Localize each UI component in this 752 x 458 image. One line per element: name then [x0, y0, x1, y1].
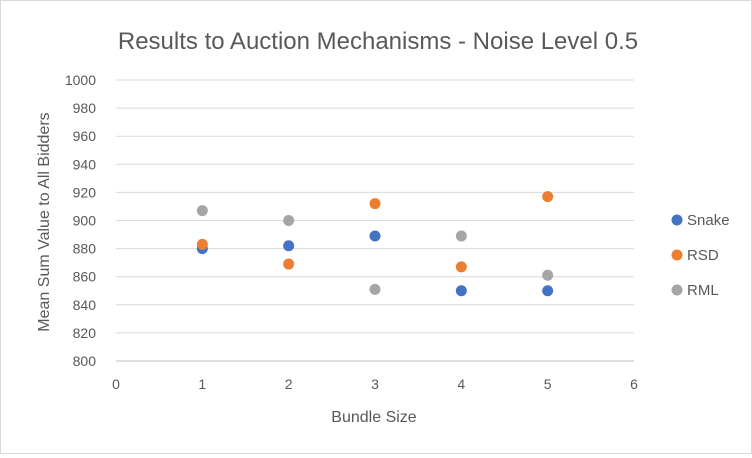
data-point-rsd	[196, 238, 208, 250]
chart-title: Results to Auction Mechanisms - Noise Le…	[118, 28, 638, 55]
legend-label-rml: RML	[687, 282, 719, 299]
x-tick-label: 1	[198, 376, 206, 392]
x-tick-label: 4	[457, 376, 465, 392]
y-tick-label: 960	[73, 128, 97, 144]
data-point-snake	[455, 285, 467, 297]
x-tick-label: 3	[371, 376, 379, 392]
x-tick-label: 6	[630, 376, 638, 392]
x-tick-label: 0	[112, 376, 120, 392]
y-tick-label: 860	[73, 269, 97, 285]
y-tick-labels: 800 820 840 860 880 900 920 940 960 980 1000	[65, 72, 96, 369]
data-point-snake	[542, 285, 554, 297]
x-tick-label: 5	[544, 376, 552, 392]
data-point-snake	[283, 240, 295, 252]
data-point-rml	[369, 283, 381, 295]
data-point-rml	[283, 215, 295, 226]
y-tick-label: 980	[73, 100, 97, 116]
data-point-snake	[369, 230, 381, 242]
data-point-rsd	[283, 258, 295, 270]
data-point-rsd	[369, 198, 381, 210]
legend-label-snake: Snake	[687, 212, 730, 229]
y-tick-label: 880	[73, 241, 97, 257]
x-axis-label: Bundle Size	[331, 409, 416, 426]
data-point-rsd	[455, 261, 467, 273]
gridlines	[116, 79, 634, 362]
y-tick-label: 820	[73, 325, 97, 341]
data-point-rml	[455, 230, 467, 242]
y-tick-label: 840	[73, 297, 97, 313]
y-tick-label: 1000	[65, 72, 96, 88]
data-point-rml	[196, 205, 208, 217]
legend-marker-rml	[671, 284, 683, 296]
y-tick-label: 800	[73, 353, 97, 369]
data-point-rml	[542, 269, 554, 281]
data-point-rsd	[542, 191, 554, 203]
legend-label-rsd: RSD	[687, 247, 719, 264]
legend-marker-rsd	[671, 249, 683, 261]
y-tick-label: 900	[73, 213, 97, 229]
legend-marker-snake	[671, 214, 683, 226]
legend: Snake RSD RML	[671, 212, 730, 299]
x-tick-label: 2	[285, 376, 293, 392]
y-axis-label: Mean Sum Value to All Bidders	[36, 112, 53, 331]
y-tick-label: 940	[73, 156, 97, 172]
y-tick-label: 920	[73, 184, 97, 200]
data-points	[196, 191, 554, 297]
x-tick-labels: 0 1 2 3 4 5 6	[112, 376, 638, 392]
